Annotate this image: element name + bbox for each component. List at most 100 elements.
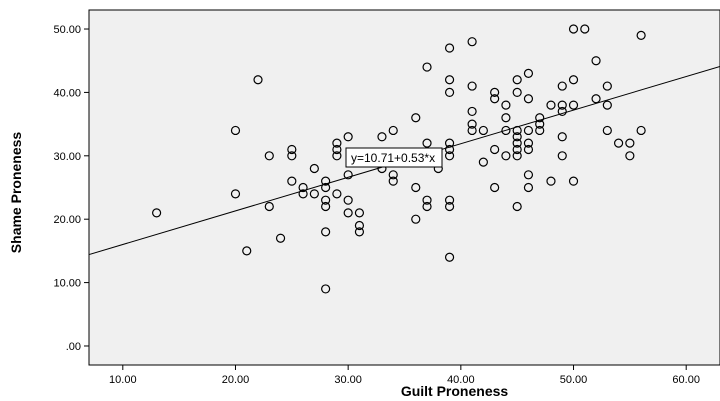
data-point xyxy=(636,30,646,40)
data-point xyxy=(422,62,432,72)
y-tick-label: 20.00 xyxy=(53,214,81,226)
data-point xyxy=(275,233,286,243)
y-axis: .00 10.00 20.00 30.00 40.00 50.00 xyxy=(53,24,89,353)
x-tick-label: 10.00 xyxy=(109,374,137,386)
data-point xyxy=(321,195,331,205)
data-point xyxy=(444,201,455,212)
data-point xyxy=(264,201,274,212)
data-point xyxy=(523,94,534,104)
data-point xyxy=(501,125,511,136)
data-point xyxy=(287,144,297,155)
data-point xyxy=(557,151,567,161)
data-point xyxy=(490,144,500,155)
y-tick-label: 40.00 xyxy=(53,87,81,99)
data-point xyxy=(613,138,624,148)
data-point xyxy=(602,81,612,91)
data-point xyxy=(242,246,252,256)
data-point xyxy=(478,125,488,136)
data-point xyxy=(467,37,477,47)
data-point xyxy=(625,151,635,161)
data-point xyxy=(343,170,353,180)
data-point xyxy=(557,132,567,142)
data-point xyxy=(512,132,522,142)
data-point xyxy=(388,125,398,136)
data-point xyxy=(152,208,162,218)
data-point xyxy=(377,132,387,142)
data-point xyxy=(321,182,331,193)
data-point xyxy=(354,220,365,231)
data-point xyxy=(568,75,579,85)
data-point xyxy=(321,227,331,237)
data-point xyxy=(422,138,432,148)
equation-box xyxy=(345,147,443,168)
data-point xyxy=(444,43,455,53)
data-point xyxy=(309,189,319,199)
data-point xyxy=(535,113,545,123)
data-point xyxy=(535,125,545,136)
data-point xyxy=(332,144,342,155)
data-point xyxy=(309,163,319,174)
data-point xyxy=(411,214,421,224)
x-tick-label: 40.00 xyxy=(447,374,475,386)
data-point xyxy=(490,182,500,193)
data-point xyxy=(354,227,365,237)
data-point xyxy=(321,284,331,294)
plot-area xyxy=(88,9,720,366)
data-point xyxy=(523,144,534,155)
data-point xyxy=(557,81,567,91)
data-point xyxy=(411,182,421,193)
data-point xyxy=(580,24,590,34)
data-point xyxy=(444,138,455,148)
data-point xyxy=(422,201,432,212)
data-point xyxy=(230,189,241,199)
data-point xyxy=(625,138,635,148)
data-point xyxy=(444,195,455,205)
data-point xyxy=(591,94,601,104)
data-point xyxy=(501,100,511,110)
data-point xyxy=(332,151,342,161)
data-point xyxy=(444,75,455,85)
data-point xyxy=(343,132,353,142)
data-point xyxy=(388,176,398,186)
data-point xyxy=(321,176,331,186)
data-point xyxy=(546,100,556,110)
data-point xyxy=(444,252,455,262)
data-point xyxy=(467,119,477,129)
data-point xyxy=(388,170,398,180)
regression-equation-label: y=10.71+0.53*x xyxy=(345,147,443,168)
data-point xyxy=(422,195,432,205)
data-point xyxy=(321,201,331,212)
data-point xyxy=(264,151,274,161)
data-point xyxy=(501,113,511,123)
data-point xyxy=(287,176,297,186)
x-tick-label: 60.00 xyxy=(672,374,700,386)
x-tick-label: 20.00 xyxy=(222,374,250,386)
data-point xyxy=(478,157,488,167)
data-point xyxy=(467,106,477,117)
data-point xyxy=(490,87,500,98)
data-point xyxy=(568,176,579,186)
data-point xyxy=(535,119,545,129)
x-tick-label: 50.00 xyxy=(560,374,588,386)
data-point xyxy=(602,100,612,110)
data-point xyxy=(512,151,522,161)
data-points xyxy=(152,24,646,294)
data-point xyxy=(523,170,534,180)
data-point xyxy=(298,189,308,199)
data-point xyxy=(411,113,421,123)
data-point xyxy=(467,125,477,136)
data-point xyxy=(602,125,612,136)
data-point xyxy=(343,208,353,218)
data-point xyxy=(332,138,342,148)
data-point xyxy=(523,138,534,148)
x-tick-label: 30.00 xyxy=(334,374,362,386)
x-axis: 10.00 20.00 30.00 40.00 50.00 60.00 xyxy=(109,365,700,386)
data-point xyxy=(490,94,500,104)
y-tick-label: 50.00 xyxy=(53,24,81,36)
data-point xyxy=(557,106,567,117)
data-point xyxy=(343,195,353,205)
data-point xyxy=(512,138,522,148)
data-point xyxy=(512,144,522,155)
data-point xyxy=(354,208,365,218)
data-point xyxy=(501,151,511,161)
